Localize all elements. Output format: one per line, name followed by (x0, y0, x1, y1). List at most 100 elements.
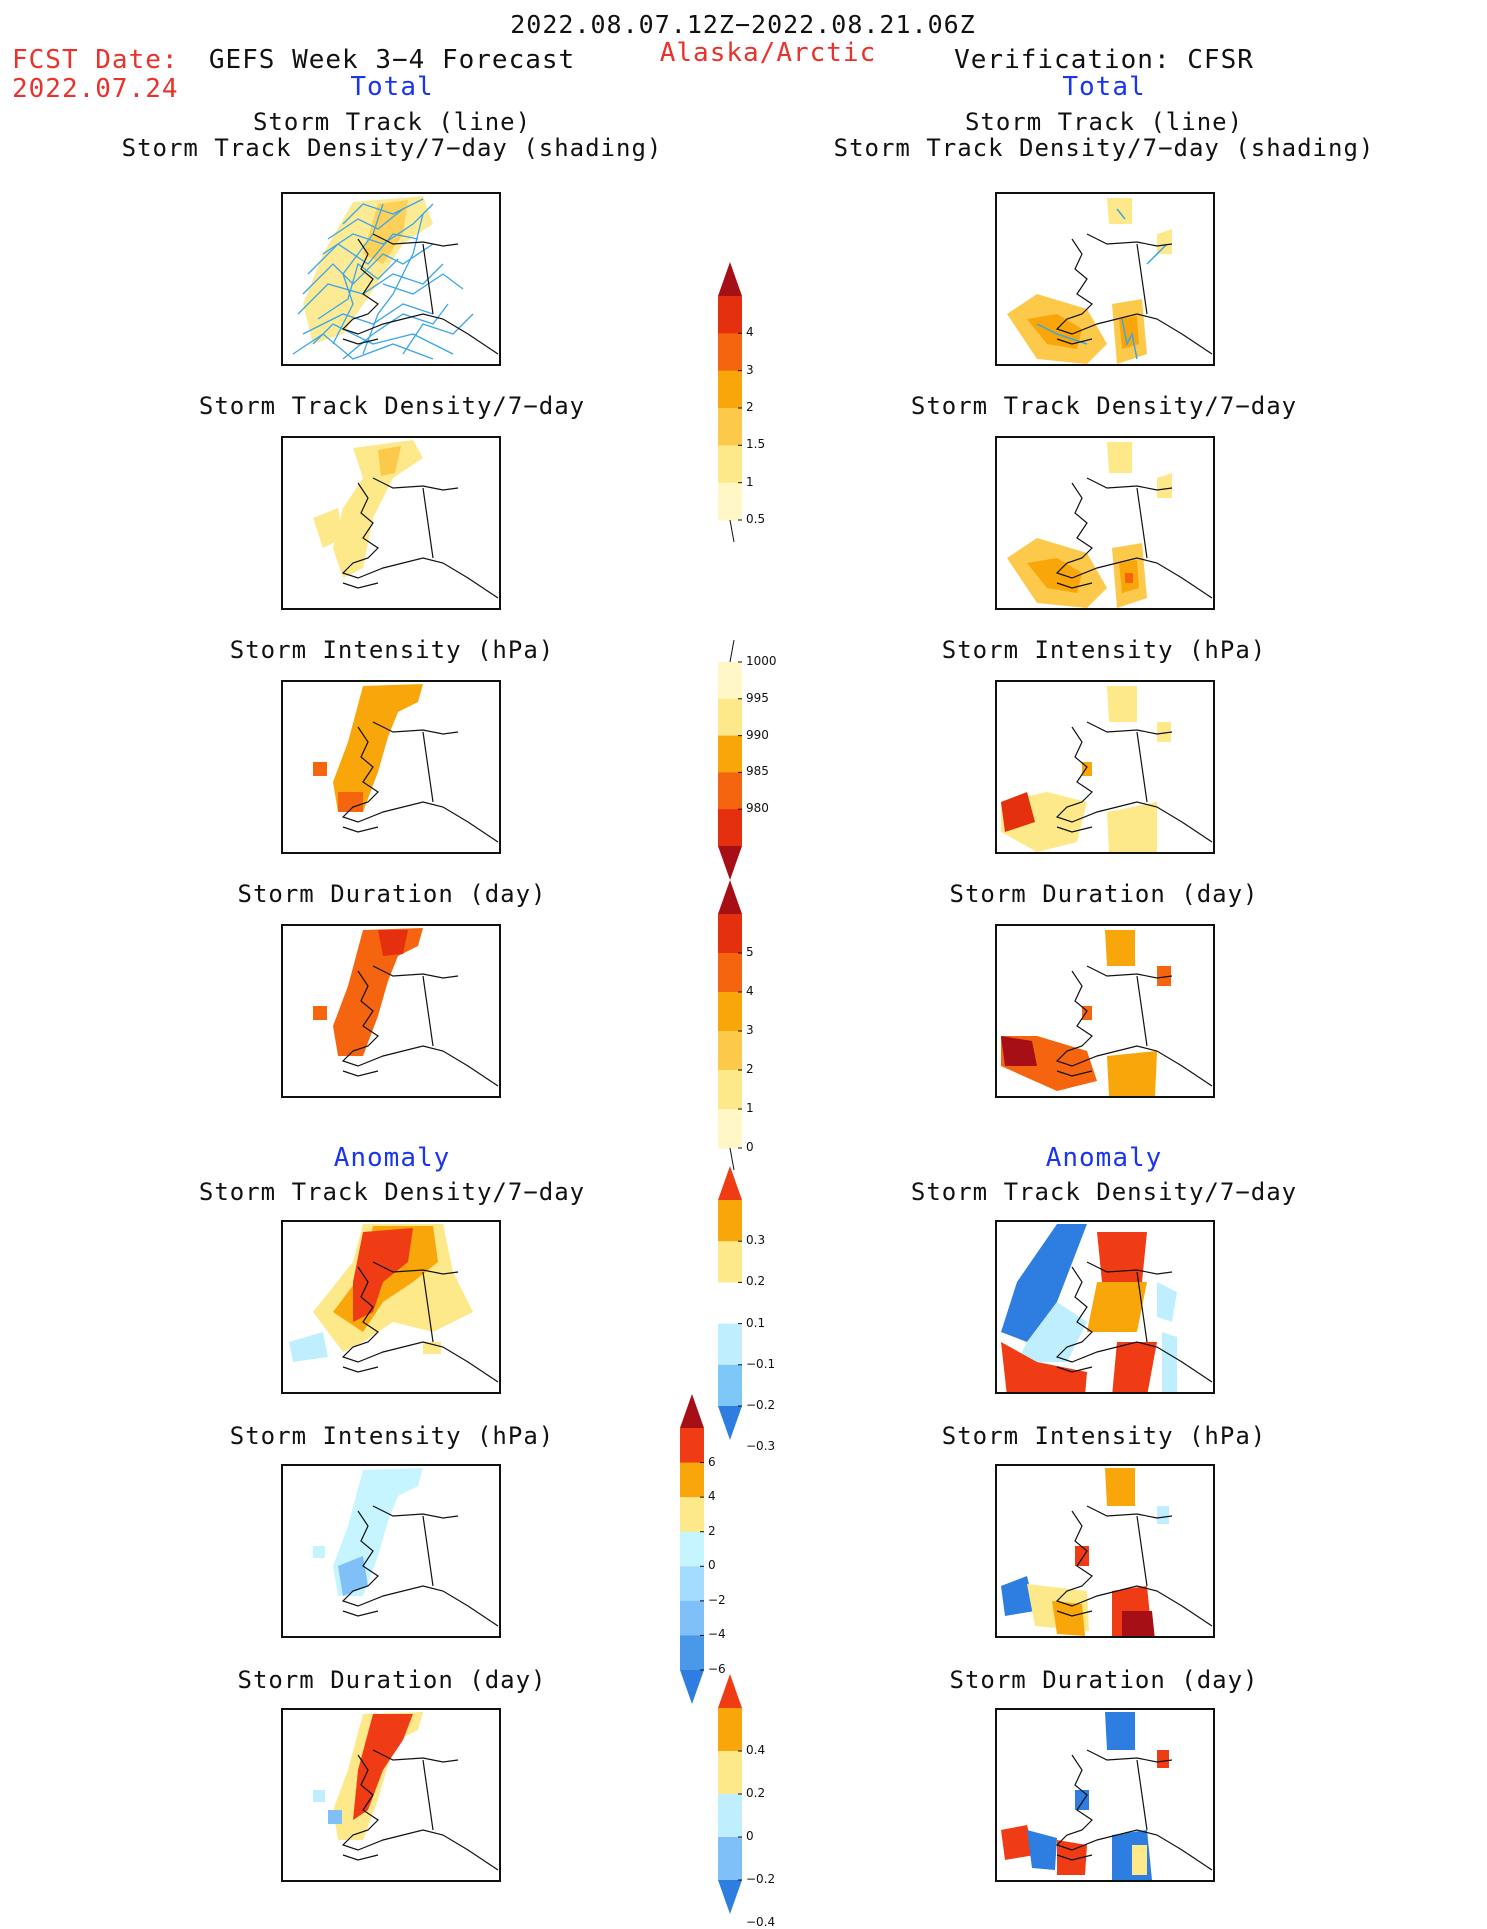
colorbar-swatch (718, 992, 742, 1032)
colorbar-swatch (718, 370, 742, 409)
colorbar-tick-label: 1 (746, 1101, 754, 1115)
colorbar-swatch (718, 482, 742, 521)
colorbar-bottom-arrow (718, 1406, 742, 1440)
colorbar-tick-label: 990 (746, 727, 769, 742)
colorbar-tick-label: 2 (746, 1062, 754, 1076)
l4-title: Storm Duration (day) (237, 880, 547, 908)
l1-title-line2: Storm Track Density/7−day (shading) (121, 134, 663, 162)
colorbar-swatch (680, 1497, 704, 1533)
colorbar-swatch (718, 1708, 742, 1752)
map-panel-forecast-intensity-anomaly (281, 1464, 501, 1638)
colorbar-tick-label: −0.3 (746, 1439, 776, 1454)
fcst-date-value: 2022.07.24 (12, 74, 179, 104)
colorbar-swatch (680, 1566, 704, 1602)
colorbar-tick-label: 4 (708, 1489, 716, 1504)
colorbar-swatch (718, 914, 742, 954)
colorbar-tick-label: 0.2 (746, 1786, 766, 1800)
colorbar-swatch (718, 1031, 742, 1071)
colorbar-swatch (718, 1751, 742, 1795)
colorbar-tick-label: 0 (708, 1558, 716, 1573)
map-panel-forecast-density (281, 436, 501, 610)
map-panel-verification-intensity (995, 680, 1215, 854)
colorbar-tick-label: 995 (746, 690, 769, 705)
map-panel-verification-track (995, 192, 1215, 366)
left-total-label: Total (350, 72, 434, 102)
colorbar-tick-label: 0.2 (746, 1274, 766, 1289)
colorbar-tick-label: 0.5 (746, 512, 766, 526)
r1-title-line2: Storm Track Density/7−day (shading) (833, 134, 1375, 162)
map-panel-forecast-intensity (281, 680, 501, 854)
date-range-title: 2022.08.07.12Z−2022.08.21.06Z (510, 10, 976, 39)
colorbar-swatch (718, 1794, 742, 1838)
map-panel-verification-duration-anomaly (995, 1708, 1215, 1882)
l2-title: Storm Track Density/7−day (198, 392, 586, 420)
colorbar-tick-label: −6 (708, 1662, 726, 1676)
colorbar-top-arrow (718, 1166, 742, 1200)
colorbar-swatch (718, 1200, 742, 1242)
map-panel-verification-density-anomaly (995, 1220, 1215, 1394)
map-panel-forecast-duration (281, 924, 501, 1098)
colorbar-duration: 5 4 3 2 1 0 (718, 880, 798, 1170)
colorbar-tick-label: −0.4 (746, 1915, 776, 1929)
map-panel-verification-intensity-anomaly (995, 1464, 1215, 1638)
r3-title: Storm Intensity (hPa) (941, 636, 1267, 664)
colorbar-anomaly-duration: 0.4 0.2 0 −0.2 −0.4 (718, 1674, 798, 1929)
colorbar-tick-label: −0.2 (746, 1872, 776, 1886)
region-title: Alaska/Arctic (659, 38, 877, 68)
colorbar-tick-label: 980 (746, 801, 769, 816)
colorbar-swatch (680, 1428, 704, 1464)
colorbar-swatch (718, 662, 742, 700)
anomaly-left-label: Anomaly (333, 1143, 451, 1173)
colorbar-swatch (718, 445, 742, 484)
colorbar-tick-label: 0 (746, 1829, 754, 1843)
colorbar-swatch (718, 1323, 742, 1366)
colorbar-tick-label: 1.5 (746, 437, 766, 452)
colorbar-tick-label: 3 (746, 1023, 754, 1037)
l1-title-line1: Storm Track (line) (252, 108, 532, 136)
l6-title: Storm Intensity (hPa) (229, 1422, 555, 1450)
colorbar-swatch (718, 698, 742, 737)
colorbar-tick-label: 1000 (746, 654, 777, 668)
colorbar-tick-label: 2 (746, 400, 754, 414)
colorbar-tick-label: −0.2 (746, 1398, 776, 1412)
coastline (341, 233, 499, 355)
colorbar-tick-label: 0.4 (746, 1743, 766, 1757)
l7-title: Storm Duration (day) (237, 1666, 547, 1694)
colorbar-swatch (718, 1837, 742, 1881)
colorbar-swatch (718, 735, 742, 773)
colorbar-anomaly-intensity: 6 4 2 0 −2 −4 −6 (680, 1394, 760, 1704)
colorbar-tick-label: 6 (708, 1454, 716, 1469)
colorbar-swatch (680, 1600, 704, 1636)
map-panel-forecast-duration-anomaly (281, 1708, 501, 1882)
colorbar-tick-label: −0.1 (746, 1356, 776, 1371)
colorbar-swatch (718, 772, 742, 810)
r2-title: Storm Track Density/7−day (910, 392, 1298, 420)
right-model-title: Verification: CFSR (954, 45, 1254, 75)
colorbar-swatch (680, 1531, 704, 1567)
colorbar-swatch (718, 1364, 742, 1407)
r7-title: Storm Duration (day) (949, 1666, 1259, 1694)
colorbar-top-arrow (718, 1674, 742, 1708)
colorbar-tail (729, 1147, 735, 1170)
colorbar-swatch (718, 953, 742, 993)
colorbar-swatch (718, 809, 742, 847)
fcst-date-label: FCST Date: (12, 45, 179, 75)
colorbar-top-arrow (680, 1394, 704, 1428)
colorbar-top-arrow (718, 262, 742, 296)
colorbar-anomaly-density: 0.3 0.2 0.1 −0.1 −0.2 −0.3 (718, 1166, 798, 1453)
colorbar-tick-label: −2 (708, 1592, 726, 1607)
colorbar-tick-label: 4 (746, 325, 754, 340)
colorbar-track-density: 4 3 2 1.5 1 0.5 (718, 262, 798, 542)
colorbar-tick-label: 0 (746, 1140, 754, 1154)
colorbar-tick-label: 985 (746, 764, 769, 779)
colorbar-bottom-arrow (718, 1880, 742, 1914)
left-model-title: GEFS Week 3−4 Forecast (208, 45, 576, 75)
colorbar-tick-label: 1 (746, 474, 754, 489)
l3-title: Storm Intensity (hPa) (229, 636, 555, 664)
colorbar-intensity: 1000 995 990 985 980 (718, 640, 798, 880)
colorbar-tick-label: 5 (746, 945, 754, 959)
colorbar-tail (729, 519, 735, 542)
r5-title: Storm Track Density/7−day (910, 1178, 1298, 1206)
colorbar-tick-label: 3 (746, 362, 754, 377)
map-panel-verification-duration (995, 924, 1215, 1098)
